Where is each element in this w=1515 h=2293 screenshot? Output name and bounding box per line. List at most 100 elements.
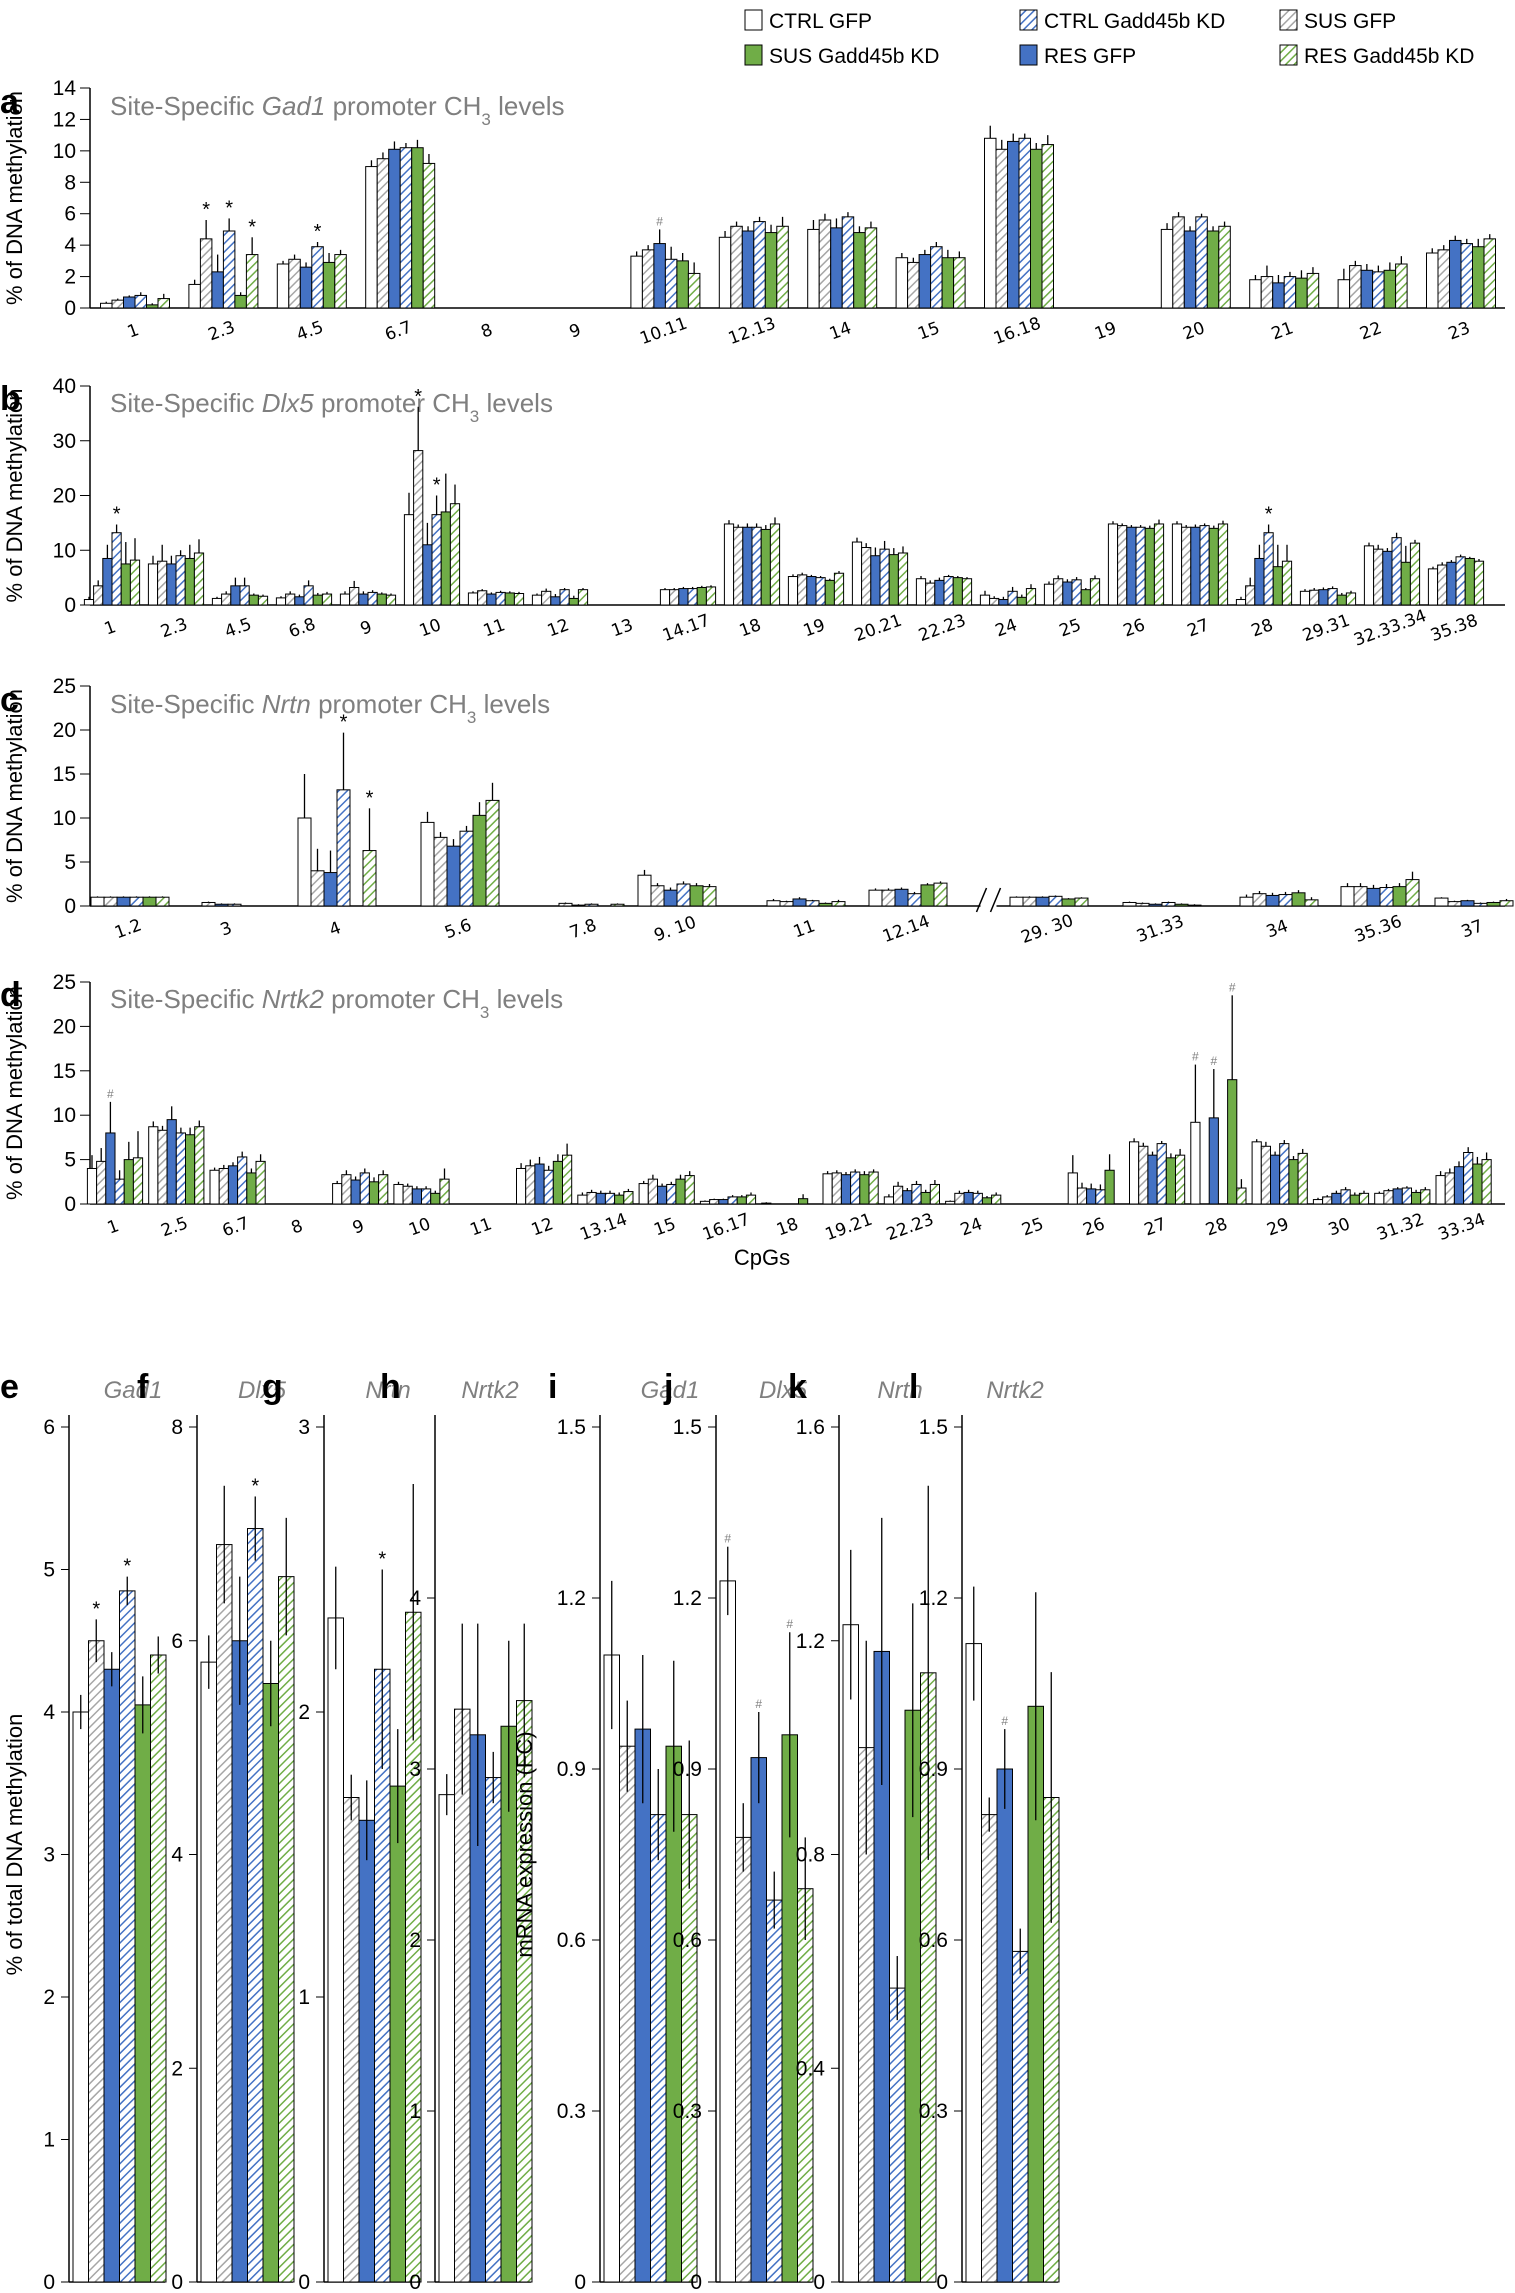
bar bbox=[1409, 542, 1421, 606]
category-label: 15 bbox=[915, 318, 942, 344]
category-label: 1 bbox=[125, 320, 142, 342]
bar bbox=[332, 1183, 343, 1205]
category-label: 32.33.34 bbox=[1351, 606, 1429, 651]
legend-entry: SUS GFP bbox=[1279, 9, 1396, 33]
bar bbox=[902, 1190, 913, 1205]
bar bbox=[1318, 589, 1329, 606]
bar bbox=[199, 238, 213, 309]
bar bbox=[965, 1643, 982, 2283]
category-label: 2.3 bbox=[158, 614, 190, 642]
bar bbox=[111, 532, 122, 606]
category-label: 13 bbox=[609, 615, 636, 641]
bar bbox=[1071, 579, 1082, 606]
bar bbox=[650, 1814, 667, 2283]
bar bbox=[1138, 1145, 1149, 1205]
bar bbox=[1249, 279, 1262, 309]
bar bbox=[1288, 1159, 1299, 1205]
legend-swatch bbox=[1279, 44, 1298, 66]
bar bbox=[420, 821, 435, 907]
bar bbox=[1473, 902, 1488, 907]
title-sub: 3 bbox=[481, 110, 490, 129]
bar bbox=[996, 1768, 1013, 2283]
chart-title: Site-Specific Gad1 promoter CH3 levels bbox=[110, 91, 565, 129]
bar bbox=[358, 593, 369, 606]
bar bbox=[1043, 583, 1055, 606]
bar bbox=[513, 593, 525, 606]
bar bbox=[350, 1179, 361, 1205]
y-tick-label: 1.2 bbox=[557, 1587, 586, 1610]
bar bbox=[761, 1202, 772, 1205]
bar bbox=[433, 836, 448, 907]
bar bbox=[299, 266, 313, 309]
category-label: 14 bbox=[827, 318, 854, 344]
bar bbox=[984, 137, 997, 309]
bar bbox=[411, 1188, 422, 1205]
bar bbox=[1254, 557, 1265, 606]
bar bbox=[1270, 1154, 1281, 1205]
legend-entry: SUS Gadd45b KD bbox=[744, 44, 939, 68]
y-tick-label: 10 bbox=[53, 1104, 76, 1127]
significance-star: * bbox=[113, 504, 121, 526]
category-label: 22 bbox=[1357, 318, 1384, 344]
bar bbox=[1460, 900, 1475, 907]
bar bbox=[1190, 526, 1201, 606]
bar bbox=[349, 586, 360, 606]
chart-c: c Site-Specific Nrtn promoter CH3 levels0… bbox=[0, 675, 1514, 948]
category-label: 20.21 bbox=[852, 611, 905, 646]
bar bbox=[485, 799, 500, 907]
bar bbox=[1117, 525, 1128, 606]
bar bbox=[669, 589, 680, 606]
bar bbox=[120, 563, 131, 606]
bar bbox=[664, 258, 678, 309]
bar bbox=[1076, 1187, 1088, 1205]
bar bbox=[188, 283, 201, 309]
bar bbox=[449, 503, 461, 606]
y-tick-label: 0.6 bbox=[673, 1929, 702, 1952]
bar bbox=[194, 1126, 205, 1205]
bar bbox=[1251, 1141, 1262, 1205]
bar bbox=[1312, 1199, 1324, 1205]
bar bbox=[1472, 246, 1485, 309]
title-part: promoter CH bbox=[324, 984, 480, 1014]
bar bbox=[1426, 252, 1439, 309]
y-tick-label: 0 bbox=[409, 2271, 421, 2293]
bar bbox=[1187, 904, 1202, 907]
y-tick-label: 1 bbox=[409, 2100, 421, 2123]
chart-b: b Site-Specific Dlx5 promoter CH3 levels 0… bbox=[0, 375, 1505, 651]
bar bbox=[1172, 216, 1185, 309]
bar bbox=[1437, 249, 1450, 309]
bar bbox=[285, 593, 296, 606]
axis-break-mark bbox=[975, 887, 988, 913]
y-tick-label: 0 bbox=[574, 2271, 586, 2293]
y-tick-label: 1.2 bbox=[919, 1587, 948, 1610]
significance-hash: # bbox=[1229, 980, 1236, 994]
bar bbox=[1272, 282, 1285, 309]
y-tick-label: 0.3 bbox=[557, 2100, 586, 2123]
bar bbox=[1340, 1189, 1351, 1205]
bar bbox=[961, 578, 973, 606]
bar bbox=[86, 1167, 98, 1205]
legend-label: CTRL GFP bbox=[769, 10, 872, 33]
bar bbox=[134, 294, 147, 309]
bar bbox=[454, 1708, 471, 2283]
bar bbox=[214, 903, 229, 907]
bar bbox=[534, 1163, 545, 1205]
panel-letter: i bbox=[548, 1368, 557, 1406]
bar bbox=[477, 590, 488, 606]
bar bbox=[102, 557, 113, 606]
bar bbox=[1281, 560, 1293, 606]
bar bbox=[403, 514, 415, 606]
category-label: 6.7 bbox=[220, 1213, 252, 1241]
bar bbox=[954, 1192, 965, 1205]
y-tick-label: 1.5 bbox=[673, 1416, 702, 1439]
significance-hash: # bbox=[755, 1697, 762, 1711]
panel-letter: k bbox=[788, 1368, 807, 1406]
bar bbox=[889, 1987, 906, 2283]
bar bbox=[568, 597, 579, 606]
bar bbox=[147, 563, 159, 606]
y-tick-label: 0 bbox=[813, 2271, 825, 2293]
bar bbox=[1153, 523, 1165, 606]
panel-gene-title: Gad1 bbox=[641, 1377, 700, 1404]
panel-gene-title: Dlx5 bbox=[238, 1377, 287, 1404]
bar bbox=[459, 830, 474, 907]
